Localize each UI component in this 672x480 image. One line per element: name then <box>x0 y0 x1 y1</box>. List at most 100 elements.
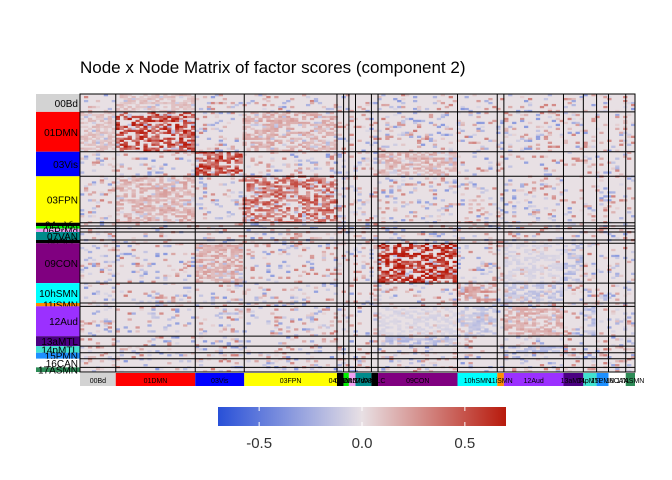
heatmap-cell <box>175 94 180 97</box>
heatmap-cell <box>91 141 97 144</box>
heatmap-cell <box>294 199 299 202</box>
heatmap-cell <box>151 308 156 311</box>
heatmap-cell <box>135 143 140 146</box>
heatmap-cell <box>258 236 263 240</box>
heatmap-cell <box>266 203 271 206</box>
heatmap-cell <box>488 167 493 170</box>
row-label-block-15PMN <box>36 352 80 359</box>
heatmap-cell <box>80 125 85 129</box>
heatmap-cell <box>535 233 541 236</box>
heatmap-cell <box>432 308 438 311</box>
heatmap-cell <box>516 189 521 192</box>
heatmap-cell <box>627 187 632 190</box>
heatmap-cell <box>524 125 529 129</box>
heatmap-cell <box>187 133 192 136</box>
heatmap-cell <box>448 270 453 274</box>
heatmap-cell <box>95 133 101 136</box>
heatmap-cell <box>555 324 560 327</box>
heatmap-cell <box>250 191 255 194</box>
heatmap-cell <box>270 312 275 315</box>
heatmap-cell <box>262 191 267 194</box>
heatmap-cell <box>460 310 465 313</box>
heatmap-cell <box>551 258 557 262</box>
heatmap-cell <box>313 209 319 212</box>
heatmap-cell <box>238 302 243 305</box>
heatmap-cell <box>377 266 382 270</box>
heatmap-cell <box>420 256 426 260</box>
heatmap-cell <box>409 157 414 160</box>
heatmap-cell <box>234 159 239 162</box>
heatmap-cell <box>87 117 93 121</box>
heatmap-cell <box>290 121 295 125</box>
heatmap-cell <box>131 115 136 119</box>
heatmap-cell <box>131 147 136 150</box>
heatmap-cell <box>535 125 541 129</box>
heatmap-cell <box>234 286 239 289</box>
heatmap-cell <box>500 197 505 200</box>
heatmap-cell <box>424 177 430 180</box>
heatmap-cell <box>80 213 85 216</box>
heatmap-cell <box>508 250 513 254</box>
heatmap-cell <box>163 115 168 119</box>
heatmap-cell <box>87 111 93 115</box>
heatmap-cell <box>83 95 89 99</box>
heatmap-cell <box>159 101 164 105</box>
heatmap-cell <box>329 127 335 131</box>
heatmap-cell <box>222 274 227 277</box>
heatmap-cell <box>488 266 493 270</box>
heatmap-cell <box>464 187 469 190</box>
heatmap-cell <box>187 149 192 152</box>
heatmap-cell <box>194 288 200 291</box>
heatmap-cell <box>294 233 299 236</box>
heatmap-cell <box>385 262 390 266</box>
heatmap-cell <box>270 129 275 133</box>
heatmap-cell <box>547 272 553 275</box>
heatmap-cell <box>524 258 529 262</box>
heatmap-cell <box>432 159 438 162</box>
heatmap-cell <box>464 294 469 297</box>
heatmap-cell <box>476 286 481 289</box>
heatmap-cell <box>444 262 449 266</box>
heatmap-cell <box>444 159 449 162</box>
heatmap-cell <box>270 183 275 186</box>
heatmap-cell <box>91 153 97 156</box>
heatmap-cell <box>516 268 521 272</box>
heatmap-cell <box>155 217 160 220</box>
heatmap-cell <box>413 183 418 186</box>
heatmap-cell <box>159 97 164 101</box>
heatmap-cell <box>187 209 192 212</box>
heatmap-cell <box>496 107 501 111</box>
heatmap-cell <box>321 191 327 194</box>
heatmap-cell <box>361 203 366 206</box>
heatmap-cell <box>361 274 366 277</box>
heatmap-cell <box>393 244 398 248</box>
heatmap-cell <box>210 270 216 274</box>
heatmap-cell <box>290 294 295 297</box>
heatmap-cell <box>246 183 251 186</box>
heatmap-cell <box>171 308 176 311</box>
heatmap-cell <box>107 121 113 125</box>
heatmap-cell <box>302 246 307 250</box>
heatmap-cell <box>393 246 398 250</box>
heatmap-cell <box>183 105 188 109</box>
heatmap-cell <box>294 300 299 303</box>
heatmap-cell <box>428 260 434 264</box>
heatmap-cell <box>254 119 259 123</box>
heatmap-cell <box>238 260 243 264</box>
heatmap-cell <box>357 193 362 196</box>
heatmap-cell <box>468 324 473 327</box>
heatmap-cell <box>171 115 176 119</box>
heatmap-cell <box>147 167 152 170</box>
heatmap-cell <box>198 165 204 168</box>
heatmap-cell <box>444 113 449 117</box>
heatmap-cell <box>151 280 156 283</box>
heatmap-cell <box>567 151 572 154</box>
heatmap-cell <box>516 294 521 297</box>
heatmap-cell <box>524 250 529 254</box>
col-label-block-10hSMN <box>457 373 498 386</box>
heatmap-cell <box>456 236 461 240</box>
heatmap-cell <box>397 99 402 103</box>
heatmap-cell <box>135 147 140 150</box>
heatmap-cell <box>520 244 525 248</box>
heatmap-cell <box>508 298 513 301</box>
